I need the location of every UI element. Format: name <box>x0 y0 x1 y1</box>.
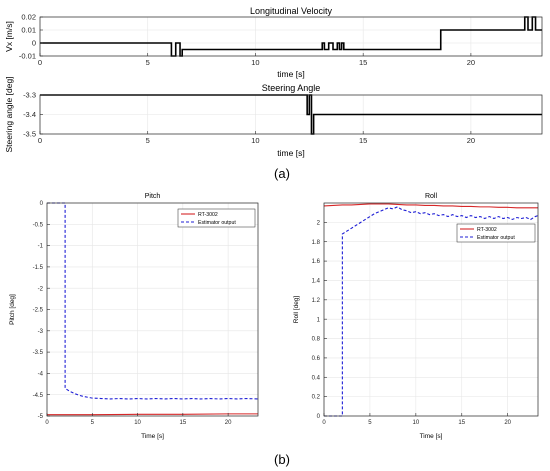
y-tick-label: -4.5 <box>33 393 44 399</box>
legend: RT-3002 Estimator output <box>456 223 536 243</box>
y-axis-label: Roll [deg] <box>293 296 300 324</box>
series-line-rt-3002 <box>324 203 538 209</box>
x-tick-label: 10 <box>134 420 141 426</box>
series-line-0 <box>40 16 542 57</box>
legend-entry: RT-3002 <box>198 212 218 218</box>
y-tick-label: 1.6 <box>312 259 321 265</box>
y-tick-label: -0.01 <box>19 52 36 61</box>
legend: RT-3002 Estimator output <box>177 208 256 228</box>
y-tick-label: -5 <box>38 414 44 420</box>
y-tick-label: 1.8 <box>312 240 321 246</box>
y-tick-label: -3.4 <box>23 110 36 119</box>
y-tick-label: -3.3 <box>23 91 36 100</box>
y-axis-label: Steering angle [deg] <box>4 76 14 152</box>
chart-roll: 0 5 10 15 20 0 0.2 0.4 0.6 0.8 1 1.2 1.4 1.6 1.8 2 Roll T… <box>293 193 539 440</box>
y-tick-label: -3.5 <box>23 130 36 139</box>
legend-entry: RT-3002 <box>477 227 497 233</box>
y-tick-label: -3 <box>38 329 44 335</box>
y-tick-label: -0.5 <box>33 222 44 228</box>
x-tick-label: 0 <box>38 58 42 67</box>
chart-pitch: 0 5 10 15 20 -5 -4.5 -4 -3.5 -3 -2.5 -2 -1.5 -1 -0.5 0 P… <box>9 193 259 440</box>
y-axis-label: Pitch [deg] <box>9 294 16 325</box>
y-tick-label: 0.02 <box>21 13 36 22</box>
x-tick-label: 5 <box>146 136 150 145</box>
y-tick-label: -2.5 <box>33 308 44 314</box>
y-tick-label: -4 <box>38 372 44 378</box>
y-tick-label: 0 <box>32 39 36 48</box>
axes-box <box>323 202 539 417</box>
y-tick-label: -1 <box>38 244 44 250</box>
x-tick-label: 10 <box>251 58 259 67</box>
y-tick-label: -2 <box>38 286 44 292</box>
x-tick-label: 15 <box>359 136 367 145</box>
x-axis-label: Time [s] <box>420 433 443 440</box>
chart-steer: 0 5 10 15 20 -3.5 -3.4 -3.3 Steering Angle time [… <box>4 76 543 158</box>
y-tick-label: 1.2 <box>312 298 321 304</box>
y-tick-label: -1.5 <box>33 265 44 271</box>
x-tick-label: 20 <box>504 420 511 426</box>
y-tick-label: 0 <box>40 201 44 207</box>
x-axis-label: time [s] <box>277 69 304 79</box>
y-tick-label: 1.4 <box>312 279 321 285</box>
x-axis-label: Time [s] <box>141 433 164 440</box>
x-tick-label: 0 <box>322 420 326 426</box>
x-tick-label: 5 <box>146 58 150 67</box>
y-tick-label: 0.8 <box>312 337 321 343</box>
x-tick-label: 20 <box>225 420 232 426</box>
y-axis-label: Vx [m/s] <box>4 21 14 52</box>
x-tick-label: 0 <box>45 420 49 426</box>
x-tick-label: 15 <box>359 58 367 67</box>
x-tick-label: 10 <box>251 136 259 145</box>
legend-entry: Estimator output <box>198 220 236 226</box>
series-line-estimator-output <box>324 206 538 417</box>
y-tick-label: 1 <box>317 317 321 323</box>
chart-title: Steering Angle <box>262 83 321 93</box>
legend-box <box>456 223 536 243</box>
chart-title: Pitch <box>145 193 161 200</box>
y-tick-label: -3.5 <box>33 350 44 356</box>
x-tick-label: 20 <box>467 58 475 67</box>
y-tick-label: 2 <box>317 220 321 226</box>
y-tick-label: 0.2 <box>312 395 321 401</box>
x-tick-label: 10 <box>413 420 420 426</box>
x-tick-label: 20 <box>467 136 475 145</box>
y-tick-label: 0.6 <box>312 356 321 362</box>
chart-title: Longitudinal Velocity <box>250 6 333 16</box>
x-tick-label: 0 <box>38 136 42 145</box>
x-axis-label: time [s] <box>277 148 304 158</box>
x-tick-label: 15 <box>458 420 465 426</box>
axes-box <box>39 16 543 57</box>
x-tick-label: 15 <box>179 420 186 426</box>
y-tick-label: 0.4 <box>312 375 321 381</box>
y-tick-label: 0 <box>317 414 321 420</box>
panel-a-label: (a) <box>274 166 290 181</box>
legend-box <box>177 208 256 228</box>
y-tick-label: 0.01 <box>21 26 36 35</box>
legend-entry: Estimator output <box>477 235 515 241</box>
x-tick-label: 5 <box>368 420 372 426</box>
panel-b-label: (b) <box>274 452 290 467</box>
series-line-rt-3002 <box>47 413 258 416</box>
x-tick-label: 5 <box>91 420 95 426</box>
chart-title: Roll <box>425 193 438 200</box>
series-line-estimator-output <box>47 202 258 400</box>
